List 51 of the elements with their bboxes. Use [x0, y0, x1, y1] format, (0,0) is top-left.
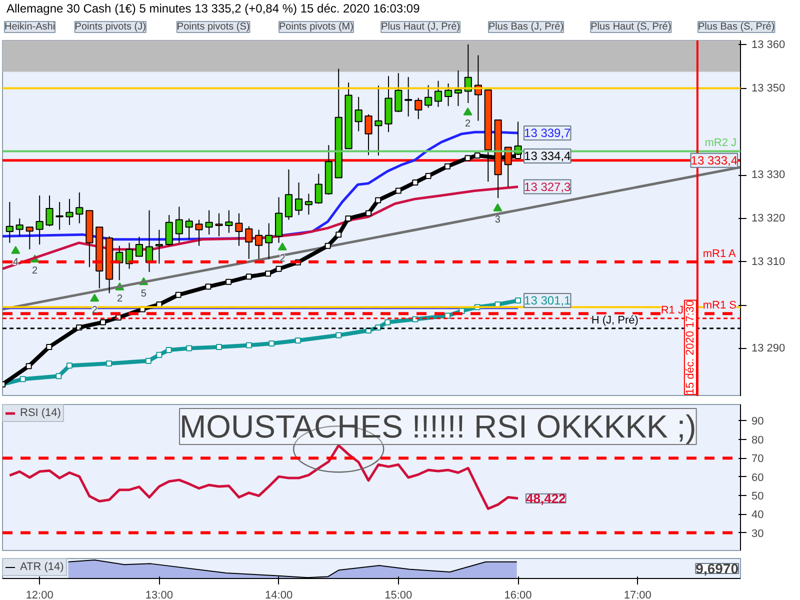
- annotation: 9,6970: [696, 560, 739, 576]
- x-tick-label: 12:00: [26, 590, 54, 600]
- x-tick-label: 16:00: [504, 590, 532, 600]
- text: Heikin-Ashi: [4, 22, 56, 32]
- legend-label: ATR (14): [20, 561, 64, 573]
- annotation: 2: [32, 266, 38, 277]
- annotation: 5: [140, 288, 147, 300]
- x-tick-label: 17:00: [624, 590, 652, 600]
- annotation: 2: [280, 254, 286, 265]
- y-tick-label: 30: [752, 528, 764, 540]
- data-label: 13 334,4: [524, 148, 572, 163]
- text: Plus Haut (S, Pré): [590, 22, 672, 32]
- y-tick-label: 13 330: [752, 169, 786, 182]
- y-tick-label: 60: [752, 472, 764, 484]
- text: Points pivots (M): [279, 22, 354, 32]
- ref-line-label: 15 déc. 2020 17:30: [684, 300, 696, 394]
- y-tick-label: 13 320: [752, 212, 786, 224]
- ref-line-label: mR1 A: [702, 248, 737, 260]
- y-tick-label: 50: [752, 490, 764, 502]
- data-label: 13 333,4: [690, 153, 738, 168]
- data-label: 13 327,3: [524, 180, 572, 194]
- text: Points pivots (J): [74, 22, 146, 32]
- text: Plus Bas (S, Pré): [698, 22, 775, 32]
- data-label: 13 301,1: [524, 294, 572, 308]
- y-tick-label: 13 290: [752, 342, 786, 355]
- chart-title: Allemagne 30 Cash (1€) 5 minutes 13 335,2 (+0,84 %) 15 déc. 2020 16:03:09: [6, 2, 420, 16]
- annotation: 2: [116, 294, 123, 305]
- annotation: MOUSTACHES !!!!!! RSI OKKKKK ;): [180, 408, 696, 444]
- y-tick-label: 70: [752, 453, 764, 466]
- y-tick-label: 13 310: [752, 256, 786, 268]
- text: Plus Bas (J, Pré): [488, 22, 564, 32]
- text: Plus Haut (J, Pré): [381, 22, 460, 32]
- ref-line-label: mR1 S: [702, 300, 737, 312]
- data-label: 13 339,7: [524, 126, 572, 140]
- ref-line-label: R1 J: [660, 304, 684, 316]
- x-tick-label: 13:00: [145, 590, 173, 600]
- annotation: 2: [465, 118, 472, 130]
- annotation: 3: [494, 214, 501, 226]
- x-tick-label: 14:00: [265, 590, 293, 600]
- legend-label: RSI (14): [20, 407, 61, 419]
- y-tick-label: 80: [752, 434, 764, 446]
- text: Points pivots (S): [176, 22, 250, 32]
- y-tick-label: 13 350: [752, 82, 786, 94]
- annotation: 4: [12, 257, 19, 268]
- x-tick-label: 15:00: [384, 590, 412, 600]
- y-tick-label: 40: [752, 509, 764, 522]
- ref-line-label: H (J, Pré): [591, 314, 638, 326]
- ref-line-label: mR2 J: [704, 137, 736, 150]
- y-tick-label: 13 360: [752, 38, 786, 51]
- y-tick-label: 90: [752, 416, 764, 428]
- annotation: 2: [92, 304, 98, 316]
